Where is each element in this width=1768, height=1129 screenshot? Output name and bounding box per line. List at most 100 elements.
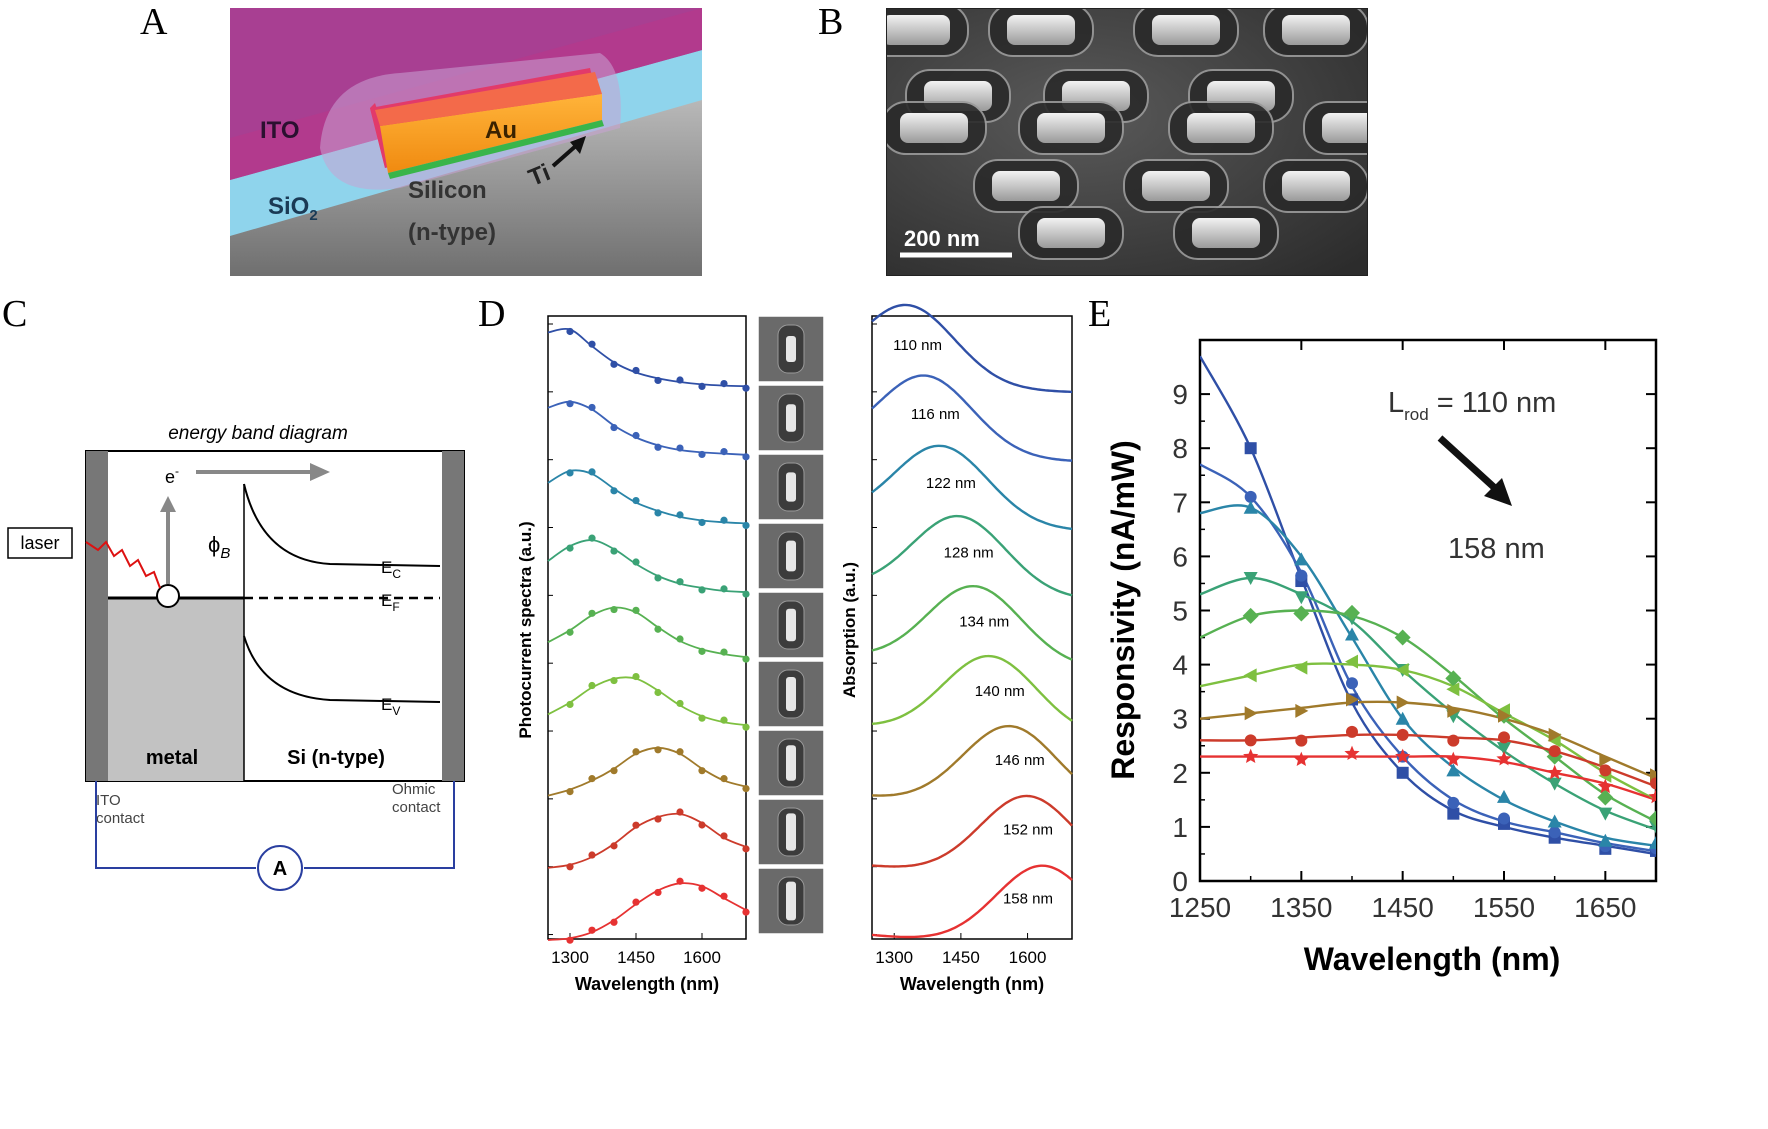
photocurrent-point: [720, 585, 728, 593]
photocurrent-point: [610, 605, 618, 614]
sem-strip-cell: [757, 522, 825, 590]
responsivity-ytick-label: 9: [1172, 379, 1188, 410]
responsivity-point: [1346, 677, 1358, 690]
photocurrent-point: [588, 534, 596, 542]
photocurrent-point: [632, 558, 640, 566]
responsivity-point: [1242, 607, 1259, 624]
photocurrent-point: [676, 877, 684, 885]
responsivity-point: [1293, 605, 1310, 622]
responsivity-point: [1498, 708, 1511, 723]
responsivity-chart: 0 1 2 3 4 5 6 7 8 9 1250 1350 1450 1550 1650 Responsiv…: [1105, 338, 1658, 977]
ohmic-contact-label: Ohmic contact: [392, 781, 441, 816]
photocurrent-point: [742, 453, 750, 461]
responsivity-xtick-label: 1250: [1169, 892, 1231, 923]
responsivity-curve: [1200, 576, 1656, 831]
ec-label: EC: [381, 558, 401, 581]
responsivity-point: [1598, 833, 1613, 847]
ito-contact-label: ITO contact: [96, 792, 145, 827]
metal-label: metal: [146, 747, 198, 769]
sem-nanorods: [886, 8, 1368, 260]
sem-strip-cell: [757, 453, 825, 521]
photocurrent-point: [676, 699, 684, 708]
photocurrent-curve: [547, 746, 747, 797]
responsivity-curve: [1200, 733, 1656, 788]
sem-strip-cell: [757, 384, 825, 452]
sem-nanorod: [1303, 101, 1368, 155]
photocurrent-point: [632, 496, 640, 505]
responsivity-point: [1498, 731, 1510, 744]
responsivity-point: [1344, 745, 1360, 760]
photocurrent-point: [654, 509, 662, 517]
responsivity-point: [1396, 766, 1409, 779]
sem-strip-cell: [757, 867, 825, 935]
sem-nanorod: [1018, 206, 1124, 260]
photocurrent-point: [610, 487, 618, 495]
photocurrent-xtick-label: 1450: [617, 948, 655, 967]
photocurrent-point: [610, 547, 618, 555]
sem-strip: [757, 315, 825, 935]
sem-strip-cell: [757, 591, 825, 659]
photocurrent-point: [610, 360, 618, 368]
photocurrent-xtick-label: 1600: [683, 948, 721, 967]
photocurrent-point: [720, 716, 728, 724]
photocurrent-point: [632, 606, 640, 614]
photocurrent-point: [742, 908, 750, 916]
photocurrent-point: [742, 590, 750, 598]
sem-nanorod: [1018, 101, 1124, 155]
absorption-curve: [871, 864, 1073, 939]
responsivity-point: [1547, 814, 1562, 828]
responsivity-point: [1243, 500, 1258, 514]
responsivity-curve: [1200, 700, 1656, 780]
silicon-label: Silicon: [408, 177, 487, 204]
responsivity-ytick-label: 2: [1172, 758, 1188, 789]
photocurrent-point: [588, 609, 596, 617]
sem-nanorod: [988, 8, 1094, 57]
absorption-ylabel: Absorption (a.u.): [840, 562, 859, 698]
photocurrent-point: [742, 785, 750, 793]
ito-label: ITO: [260, 117, 300, 144]
electron-label: e-: [165, 464, 179, 487]
photocurrent-point: [676, 635, 684, 643]
responsivity-xlabel: Wavelength (nm): [1304, 941, 1561, 977]
external-circuit: [95, 781, 455, 869]
photocurrent-point: [588, 468, 596, 476]
responsivity-point: [1648, 810, 1656, 827]
panel-d-figure: Photocurrent spectra (a.u.) 1300 1450 1600…: [516, 303, 1073, 994]
responsivity-point: [1295, 703, 1309, 718]
photocurrent-point: [698, 647, 706, 655]
sem-strip-cell: [757, 660, 825, 728]
laser-beam: [85, 540, 161, 589]
energy-band-diagram: energy band diagram laser e- ϕB EC EF EV…: [7, 423, 465, 891]
responsivity-xtick-label: 1350: [1270, 892, 1332, 923]
photocurrent-point: [676, 444, 684, 452]
responsivity-point: [1597, 778, 1613, 794]
conduction-band: [243, 483, 441, 567]
photocurrent-curve: [547, 400, 747, 456]
photocurrent-point: [698, 518, 706, 527]
absorption-series-label: 122 nm: [926, 475, 976, 492]
absorption-series-label: 140 nm: [975, 683, 1025, 700]
absorption-xtick-label: 1450: [942, 948, 980, 967]
responsivity-point: [1648, 788, 1656, 804]
responsivity-point: [1244, 734, 1257, 747]
photocurrent-point: [654, 443, 662, 451]
photocurrent-point: [588, 340, 596, 348]
photocurrent-curve: [547, 539, 747, 593]
absorption-series-label: 110 nm: [893, 337, 942, 354]
photocurrent-xtick-label: 1300: [551, 948, 589, 967]
barrier-height-label: ϕB: [208, 532, 230, 562]
responsivity-point: [1446, 682, 1460, 697]
photocurrent-point: [742, 521, 750, 530]
sem-strip-cell: [757, 798, 825, 866]
absorption-xtick-label: 1600: [1009, 948, 1047, 967]
photocurrent-point: [654, 574, 662, 582]
panel-letter-b: B: [818, 1, 844, 43]
photocurrent-point: [632, 898, 640, 906]
responsivity-point: [1445, 670, 1462, 687]
panel-letter-e: E: [1088, 293, 1112, 335]
photocurrent-curve: [547, 882, 747, 941]
photocurrent-point: [632, 821, 640, 829]
ti-arrow: [551, 136, 586, 168]
absorption-curve: [871, 514, 1073, 597]
photocurrent-point: [698, 767, 706, 775]
